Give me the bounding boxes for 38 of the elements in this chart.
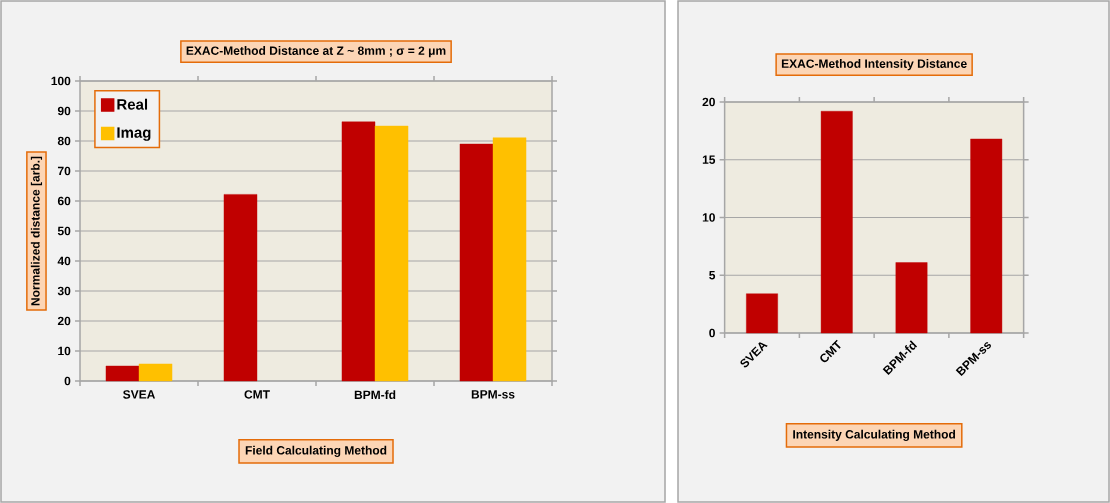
y-tick-label: 60 [57,196,71,206]
y-tick-label: 80 [57,136,71,146]
bar [459,143,494,382]
y-tick-label: 10 [702,213,715,222]
y-tick-label: 90 [57,106,71,116]
y-tick-label: 50 [57,226,71,236]
y-tick-label: 0 [64,376,71,386]
x-tick-label: BPM-ss [471,390,515,399]
bar [970,138,1003,334]
y-tick-label: 30 [57,286,71,296]
bar [374,125,409,382]
chart-title: EXAC-Method Distance at Z ~ 8mm ; σ = 2 μm [186,46,446,58]
y-tick-label: 40 [57,256,71,266]
y-axis-title: Normalized distance [arb.] [30,156,43,306]
x-tick-label: BPM-fd [354,390,396,399]
bar [895,262,928,334]
bar [341,121,376,382]
bar [138,363,173,382]
bar [820,111,853,334]
x-tick-label: CMT [244,390,270,399]
y-tick-label: 100 [51,76,71,86]
y-tick-label: 0 [709,328,715,338]
bar [223,194,258,382]
bar [492,137,527,382]
y-tick-label: 20 [57,316,71,326]
y-tick-label: 20 [702,97,715,107]
legend-label: Real [117,98,148,110]
y-tick-label: 15 [702,155,716,164]
x-axis-title: Intensity Calculating Method [793,429,956,441]
x-axis-title: Field Calculating Method [245,445,387,457]
y-tick-label: 70 [57,166,71,176]
y-tick-label: 5 [709,271,716,280]
legend-label: Imag [117,127,151,141]
bar [746,293,778,334]
x-tick-label: SVEA [123,390,156,399]
chart-title: EXAC-Method Intensity Distance [781,59,967,71]
y-tick-label: 10 [58,346,71,356]
bar [105,365,140,382]
